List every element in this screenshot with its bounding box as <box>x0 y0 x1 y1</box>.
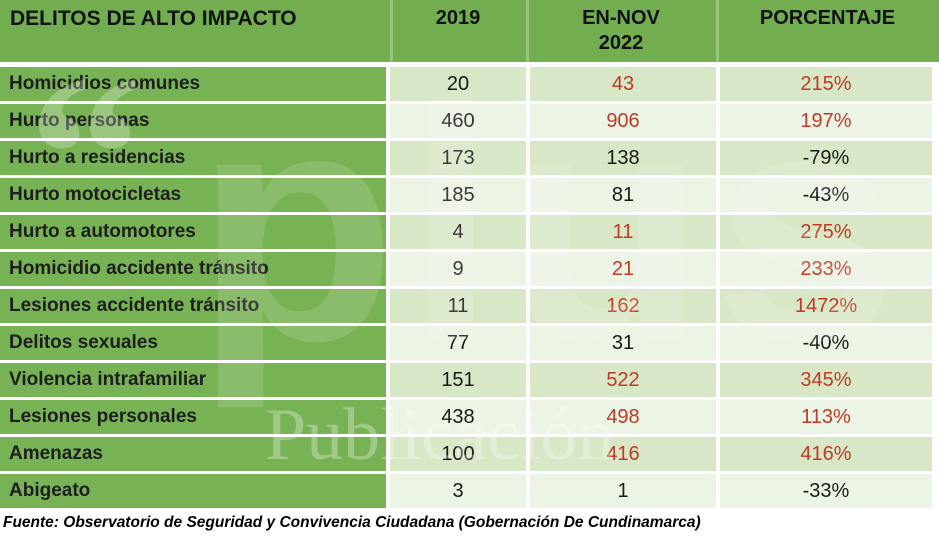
table-header-row: DELITOS DE ALTO IMPACTO 2019 EN-NOV 2022… <box>0 0 939 62</box>
row-label-cell: Amenazas <box>0 437 386 471</box>
table-body: Homicidios comunes 20 43 215% Hurto pers… <box>0 67 932 508</box>
value-ennov-cell: 498 <box>530 400 716 434</box>
value-2019-cell: 20 <box>390 67 526 101</box>
value-ennov-cell: 1 <box>530 474 716 508</box>
row-label-cell: Hurto personas <box>0 104 386 138</box>
value-2019-cell: 4 <box>390 215 526 249</box>
row-label-cell: Hurto a automotores <box>0 215 386 249</box>
value-pct-cell: 416% <box>720 437 932 471</box>
value-pct-cell: 345% <box>720 363 932 397</box>
value-ennov-cell: 906 <box>530 104 716 138</box>
value-2019-cell: 100 <box>390 437 526 471</box>
value-ennov-cell: 522 <box>530 363 716 397</box>
value-pct-cell: 1472% <box>720 289 932 323</box>
row-label-cell: Lesiones personales <box>0 400 386 434</box>
value-pct-cell: -33% <box>720 474 932 508</box>
value-2019-cell: 438 <box>390 400 526 434</box>
row-label-cell: Abigeato <box>0 474 386 508</box>
value-2019-cell: 9 <box>390 252 526 286</box>
value-pct-cell: 233% <box>720 252 932 286</box>
column-header-category: DELITOS DE ALTO IMPACTO <box>0 0 390 62</box>
row-label-cell: Homicidios comunes <box>0 67 386 101</box>
row-label-cell: Hurto motocicletas <box>0 178 386 212</box>
value-pct-cell: -40% <box>720 326 932 360</box>
value-ennov-cell: 81 <box>530 178 716 212</box>
value-ennov-cell: 138 <box>530 141 716 175</box>
value-2019-cell: 151 <box>390 363 526 397</box>
column-header-porcentaje: PORCENTAJE <box>716 0 939 62</box>
column-header-ennov-2022: EN-NOV 2022 <box>526 0 716 62</box>
value-ennov-cell: 416 <box>530 437 716 471</box>
row-label-cell: Homicidio accidente tránsito <box>0 252 386 286</box>
value-ennov-cell: 43 <box>530 67 716 101</box>
value-pct-cell: 275% <box>720 215 932 249</box>
value-pct-cell: 197% <box>720 104 932 138</box>
value-2019-cell: 77 <box>390 326 526 360</box>
source-caption: Fuente: Observatorio de Seguridad y Conv… <box>3 514 701 531</box>
value-2019-cell: 185 <box>390 178 526 212</box>
value-2019-cell: 3 <box>390 474 526 508</box>
value-2019-cell: 460 <box>390 104 526 138</box>
value-2019-cell: 173 <box>390 141 526 175</box>
value-pct-cell: 215% <box>720 67 932 101</box>
value-ennov-cell: 11 <box>530 215 716 249</box>
value-pct-cell: -43% <box>720 178 932 212</box>
value-2019-cell: 11 <box>390 289 526 323</box>
row-label-cell: Delitos sexuales <box>0 326 386 360</box>
value-pct-cell: -79% <box>720 141 932 175</box>
row-label-cell: Violencia intrafamiliar <box>0 363 386 397</box>
row-label-cell: Lesiones accidente tránsito <box>0 289 386 323</box>
value-ennov-cell: 162 <box>530 289 716 323</box>
value-ennov-cell: 31 <box>530 326 716 360</box>
column-header-2019: 2019 <box>390 0 526 62</box>
value-pct-cell: 113% <box>720 400 932 434</box>
value-ennov-cell: 21 <box>530 252 716 286</box>
row-label-cell: Hurto a residencias <box>0 141 386 175</box>
